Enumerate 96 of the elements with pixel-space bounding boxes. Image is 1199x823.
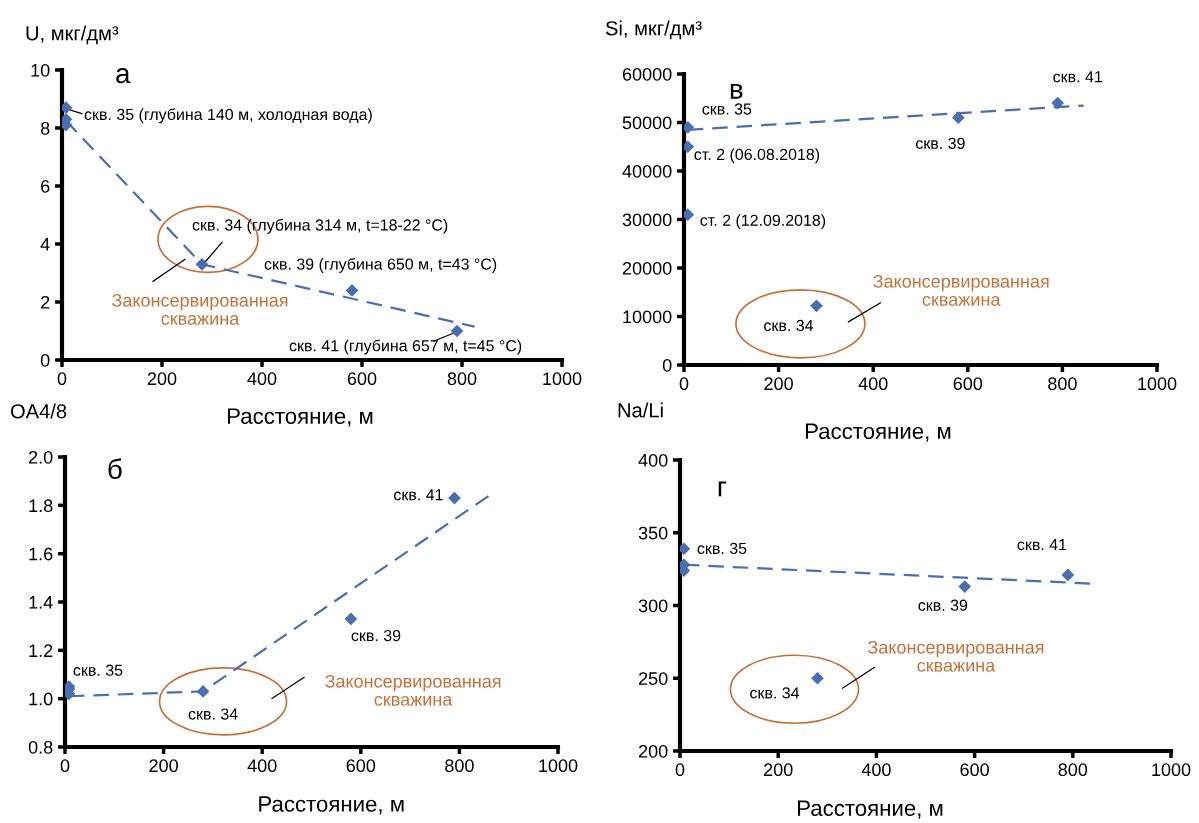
x-tick-label: 600 (960, 763, 989, 777)
y-tick-label: 1.6 (29, 547, 53, 561)
y-tick-label: 50000 (622, 116, 672, 130)
x-tick-label: 1000 (543, 372, 582, 386)
point (958, 580, 972, 593)
point (195, 257, 209, 271)
point (1061, 568, 1075, 582)
x-tick-label: 200 (764, 377, 793, 391)
annotation: скв. 35 (73, 664, 123, 676)
x-tick-label: 0 (675, 763, 685, 777)
x-tick-label: 800 (445, 759, 474, 773)
y-tick-label: 4 (40, 238, 50, 251)
point (450, 324, 464, 338)
x-tick-label: 600 (346, 759, 376, 773)
annotation: скв. 39 (351, 629, 401, 642)
y-tick-label: 2 (41, 295, 50, 309)
x-tick-label: 1000 (539, 759, 578, 773)
x-tick-label: 600 (953, 377, 983, 391)
point (684, 120, 695, 134)
y-tick-label: 10000 (623, 310, 672, 324)
x-tick-label: 400 (247, 759, 277, 773)
x-tick-label: 800 (1058, 763, 1088, 777)
annotation: скв. 41 (глубина 657 м, t=45 °C) (289, 339, 522, 355)
point (62, 101, 73, 115)
y-tick-label: 10 (31, 63, 50, 77)
annotation: Законсервированная скважина (112, 293, 288, 325)
y-tick-label: 2.0 (29, 450, 53, 464)
point (951, 111, 965, 125)
y-tick-label: 350 (638, 526, 668, 540)
point (810, 299, 823, 313)
y-tick-label: 20000 (622, 261, 672, 275)
annotation: в (730, 83, 743, 99)
y-tick-label: 300 (638, 599, 668, 613)
y-tick-label: 0 (40, 353, 50, 367)
x-tick-label: 800 (1048, 377, 1077, 391)
x-tick-label: 200 (764, 763, 793, 777)
annotation: Законсервированная скважина (867, 640, 1044, 672)
y-tick-label: 60000 (622, 67, 672, 81)
y-tick-label: 30000 (622, 213, 672, 227)
annotation: скв. 39 (918, 599, 968, 611)
y-tick-label: 1.8 (29, 499, 53, 513)
y-tick-label: 40000 (622, 164, 672, 178)
x-axis-title: Расстояние, м (259, 796, 404, 815)
y-tick-label: 0 (662, 358, 672, 372)
annotation: Законсервированная скважина (873, 274, 1049, 306)
x-axis-title: Расстояние, м (805, 423, 951, 442)
y-tick-label: 0.8 (28, 740, 53, 754)
y-axis-title: OA4/8 (10, 403, 67, 419)
annotation: скв. 39 (глубина 650 м, t=43 °C) (264, 257, 497, 273)
y-axis-title: Si, мкг/дм³ (605, 20, 702, 40)
y-tick-label: 200 (638, 744, 668, 758)
point (344, 612, 358, 626)
x-tick-label: 200 (147, 372, 177, 386)
x-axis-title: Расстояние, м (798, 800, 943, 819)
annotation: скв. 41 (1053, 71, 1102, 83)
point (680, 542, 691, 556)
x-tick-label: 400 (858, 377, 888, 391)
annotation: скв. 41 (394, 489, 443, 501)
x-tick-label: 400 (861, 763, 891, 777)
annotation: скв. 35 (глубина 140 м, холодная вода) (84, 108, 372, 124)
annotation: Законсервированная скважина (325, 674, 501, 706)
x-tick-label: 800 (447, 372, 477, 386)
annotation: ст. 2 (06.08.2018) (694, 148, 820, 164)
annotation: скв. 41 (1017, 539, 1067, 551)
point (1051, 96, 1065, 110)
y-tick-label: 400 (638, 453, 668, 467)
annotation: скв. 34 (188, 708, 238, 720)
annotation: скв. 35 (702, 103, 752, 115)
x-tick-label: 0 (679, 377, 689, 391)
x-tick-label: 1000 (1152, 763, 1191, 777)
point (811, 671, 824, 685)
annotation: скв. 39 (916, 137, 965, 149)
y-tick-label: 250 (638, 672, 668, 685)
annotation: а (116, 68, 131, 84)
annotation: скв. 35 (697, 542, 747, 555)
x-tick-label: 0 (60, 759, 70, 773)
y-tick-label: 8 (40, 121, 50, 135)
y-tick-label: 6 (41, 179, 50, 193)
annotation: скв. 34 (750, 687, 800, 699)
point (684, 140, 695, 154)
x-axis-title: Расстояние, м (228, 408, 373, 427)
y-axis-title: Na/Li (618, 402, 663, 418)
y-tick-label: 1.4 (29, 596, 53, 609)
annotation: скв. 34 (764, 319, 814, 332)
y-tick-label: 1.2 (29, 644, 53, 657)
x-tick-label: 600 (347, 372, 377, 386)
annotation: г (718, 481, 727, 497)
x-tick-label: 1000 (1138, 377, 1177, 391)
x-tick-label: 0 (57, 372, 67, 386)
y-axis-title: U, мкг/дм³ (26, 25, 119, 45)
x-tick-label: 200 (149, 759, 178, 773)
y-tick-label: 1.0 (29, 692, 53, 706)
annotation: б (108, 458, 122, 479)
point (684, 208, 695, 222)
annotation: ст. 2 (12.09.2018) (700, 214, 826, 230)
x-tick-label: 400 (247, 372, 277, 386)
